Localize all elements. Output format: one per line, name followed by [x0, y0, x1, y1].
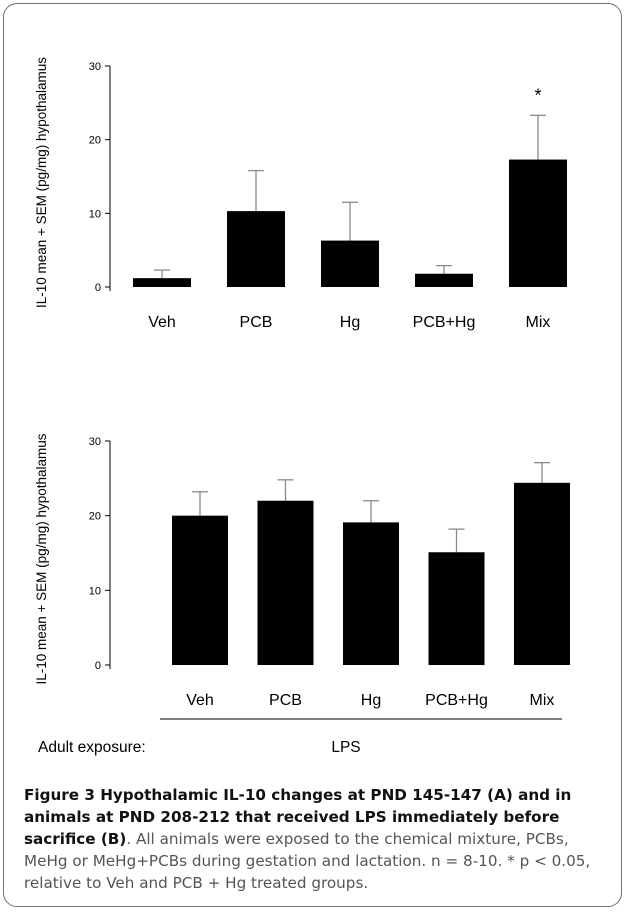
significance-star: * — [534, 85, 541, 105]
bar — [509, 159, 567, 287]
bar — [227, 211, 285, 287]
bar — [514, 482, 570, 665]
category-label: PCB — [269, 692, 302, 709]
y-tick-label: 30 — [89, 436, 101, 448]
bar — [343, 522, 399, 665]
chart-a: 0 10 20 30 IL-10 mean + SEM (pg/mg) hypothal… — [34, 57, 567, 331]
bar — [257, 500, 314, 665]
category-label: Hg — [361, 692, 381, 709]
y-tick-label: 0 — [95, 660, 101, 672]
y-tick-label: 30 — [89, 61, 101, 73]
bar — [428, 552, 485, 665]
figure-caption: Figure 3 Hypothalamic IL-10 changes at P… — [24, 784, 612, 894]
chart-b: 0 10 20 30 IL-10 mean + SEM (pg/mg) hypothal… — [34, 433, 570, 756]
category-label: PCB+Hg — [413, 314, 476, 331]
group-label: LPS — [331, 739, 360, 756]
y-tick-label: 10 — [89, 585, 101, 597]
y-axis-title: IL-10 mean + SEM (pg/mg) hypothalamus — [34, 57, 49, 308]
category-label: Veh — [148, 314, 176, 331]
category-label: Mix — [526, 314, 551, 331]
y-axis-title: IL-10 mean + SEM (pg/mg) hypothalamus — [34, 433, 49, 684]
category-label: Veh — [186, 692, 214, 709]
y-tick-label: 0 — [95, 282, 101, 294]
bar — [172, 515, 228, 665]
bar — [321, 240, 379, 287]
bar — [415, 273, 473, 287]
y-tick-label: 20 — [89, 511, 101, 523]
y-tick-label: 20 — [89, 135, 101, 147]
caption-text: . All animals were exposed to the chemic… — [24, 830, 591, 892]
figure-frame — [3, 3, 622, 907]
category-label: PCB+Hg — [425, 692, 488, 709]
category-label: Hg — [340, 314, 360, 331]
caption-title: Figure 3 Hypothalamic IL-10 changes at P… — [24, 786, 572, 848]
y-tick-label: 10 — [89, 208, 101, 220]
category-label: PCB — [240, 314, 273, 331]
bar — [133, 278, 191, 287]
category-label: Mix — [530, 692, 555, 709]
group-prefix: Adult exposure: — [38, 739, 146, 756]
